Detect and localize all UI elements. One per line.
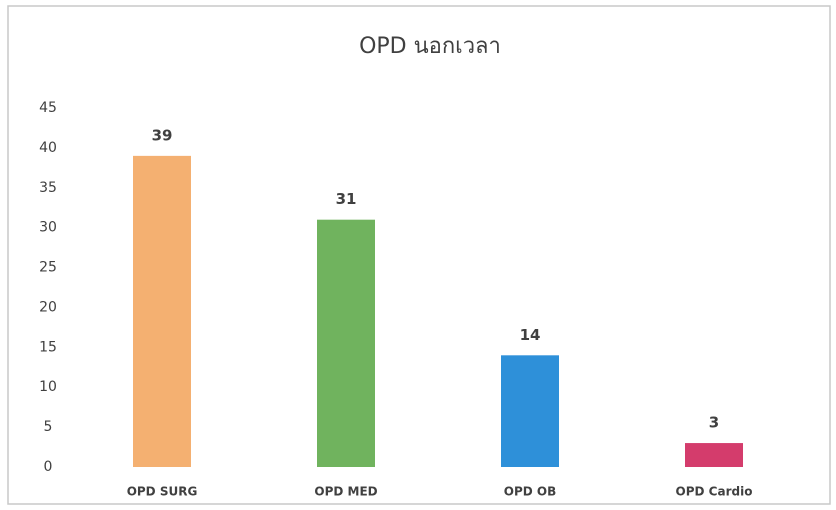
bar: [133, 155, 191, 467]
y-tick-label: 20: [39, 299, 57, 315]
data-label: 39: [152, 126, 173, 144]
y-tick-label: 35: [39, 180, 57, 196]
x-tick-label: OPD SURG: [127, 485, 198, 499]
x-tick-label: OPD Cardio: [676, 485, 753, 499]
y-tick-label: 45: [39, 100, 57, 116]
chart-frame: [7, 5, 831, 505]
bar: [317, 219, 375, 467]
x-tick-label: OPD OB: [504, 485, 556, 499]
y-tick-label: 0: [44, 459, 53, 475]
y-tick-label: 30: [39, 220, 57, 236]
y-tick-label: 5: [44, 419, 53, 435]
bar: [685, 443, 743, 467]
data-label: 14: [520, 326, 541, 344]
x-tick-label: OPD MED: [314, 485, 377, 499]
y-tick-label: 10: [39, 379, 57, 395]
data-label: 31: [336, 190, 357, 208]
bar: [501, 355, 559, 467]
chart-title: OPD นอกเวลา: [359, 34, 501, 59]
y-tick-label: 15: [39, 339, 57, 355]
y-tick-label: 25: [39, 260, 57, 276]
y-tick-label: 40: [39, 140, 57, 156]
data-label: 3: [709, 414, 719, 432]
